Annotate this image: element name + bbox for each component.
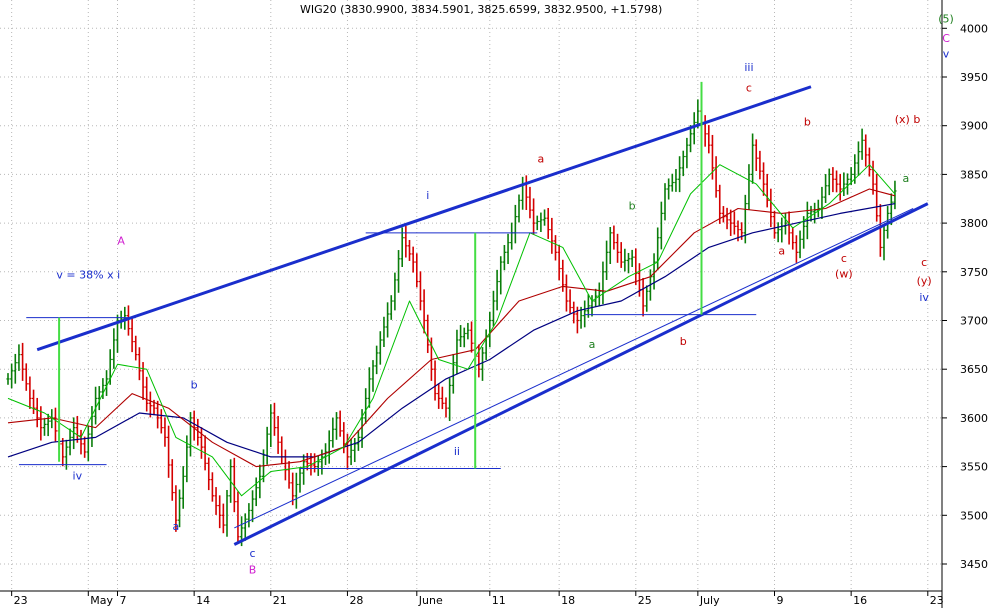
x-tick-label: 18 bbox=[561, 594, 575, 607]
wave-label: (y) bbox=[917, 274, 932, 287]
wave-label: b bbox=[804, 116, 811, 129]
chart-title: WIG20 (3830.9900, 3834.5901, 3825.6599, … bbox=[300, 3, 662, 16]
x-tick-label: 14 bbox=[196, 594, 210, 607]
wave-label: C bbox=[942, 32, 950, 45]
wave-label: c bbox=[841, 252, 847, 265]
wave-label: a bbox=[173, 520, 180, 533]
channel-line bbox=[233, 202, 929, 546]
wave-label: c bbox=[921, 256, 927, 269]
y-tick-label: 3750 bbox=[960, 266, 988, 279]
wave-label: iv bbox=[73, 469, 83, 482]
analysis-overlays bbox=[18, 81, 929, 546]
wave-label: b bbox=[680, 335, 687, 348]
wave-label: b bbox=[191, 379, 198, 392]
wave-label: a bbox=[538, 153, 545, 166]
channel-line bbox=[36, 85, 812, 352]
wave-label: (5) bbox=[938, 12, 954, 25]
wave-label: c bbox=[250, 547, 256, 560]
x-tick-label: 9 bbox=[777, 594, 784, 607]
y-tick-label: 3950 bbox=[960, 71, 988, 84]
moving-average-slow bbox=[7, 203, 896, 458]
y-tick-label: 4000 bbox=[960, 22, 988, 35]
x-tick-label: 16 bbox=[853, 594, 867, 607]
wave-label: A bbox=[117, 235, 125, 248]
wave-label: i bbox=[426, 189, 429, 202]
wave-label: a bbox=[903, 172, 910, 185]
x-tick-label: 28 bbox=[349, 594, 363, 607]
moving-average-fast bbox=[7, 164, 896, 497]
x-tick-labels: 23 May 7 14 21 28 June 11 18 25 July 9 16 23 bbox=[11, 591, 944, 607]
axes bbox=[0, 0, 943, 608]
y-tick-labels: 3450 3500 3550 3600 3650 3700 3750 3800 3850 3900… bbox=[942, 22, 988, 571]
grid bbox=[0, 0, 942, 591]
x-tick-label: 11 bbox=[492, 594, 506, 607]
wave-label: ii bbox=[454, 445, 460, 458]
y-tick-label: 3800 bbox=[960, 217, 988, 230]
moving-average-mid bbox=[7, 188, 896, 468]
x-tick-label: 25 bbox=[638, 594, 652, 607]
x-tick-label: 23 bbox=[14, 594, 28, 607]
wave-label: v = 38% x i bbox=[56, 269, 120, 282]
wave-label: B bbox=[249, 564, 257, 577]
y-tick-label: 3450 bbox=[960, 558, 988, 571]
wave-label: a bbox=[589, 338, 596, 351]
wave-label: b bbox=[913, 113, 920, 126]
wave-label: (w) bbox=[835, 268, 853, 281]
trend-line bbox=[234, 208, 914, 529]
y-tick-label: 3600 bbox=[960, 412, 988, 425]
y-tick-label: 3650 bbox=[960, 363, 988, 376]
wave-label: iii bbox=[744, 61, 753, 74]
wave-label: a bbox=[778, 244, 785, 257]
x-tick-label: May bbox=[90, 594, 113, 607]
y-tick-label: 3900 bbox=[960, 120, 988, 133]
wave-label: (x) bbox=[895, 113, 910, 126]
wave-label: iv bbox=[919, 291, 929, 304]
x-tick-label: June bbox=[418, 594, 443, 607]
x-tick-label: 23 bbox=[930, 594, 944, 607]
wave-label: b bbox=[629, 199, 636, 212]
wave-label: v bbox=[943, 48, 950, 61]
x-tick-label: 21 bbox=[273, 594, 287, 607]
price-series bbox=[6, 99, 897, 547]
x-tick-label: 7 bbox=[120, 594, 127, 607]
y-tick-label: 3550 bbox=[960, 461, 988, 474]
wave-label: c bbox=[746, 82, 752, 95]
x-tick-label: July bbox=[699, 594, 720, 607]
y-tick-label: 3500 bbox=[960, 509, 988, 522]
y-tick-label: 3850 bbox=[960, 168, 988, 181]
y-tick-label: 3700 bbox=[960, 315, 988, 328]
